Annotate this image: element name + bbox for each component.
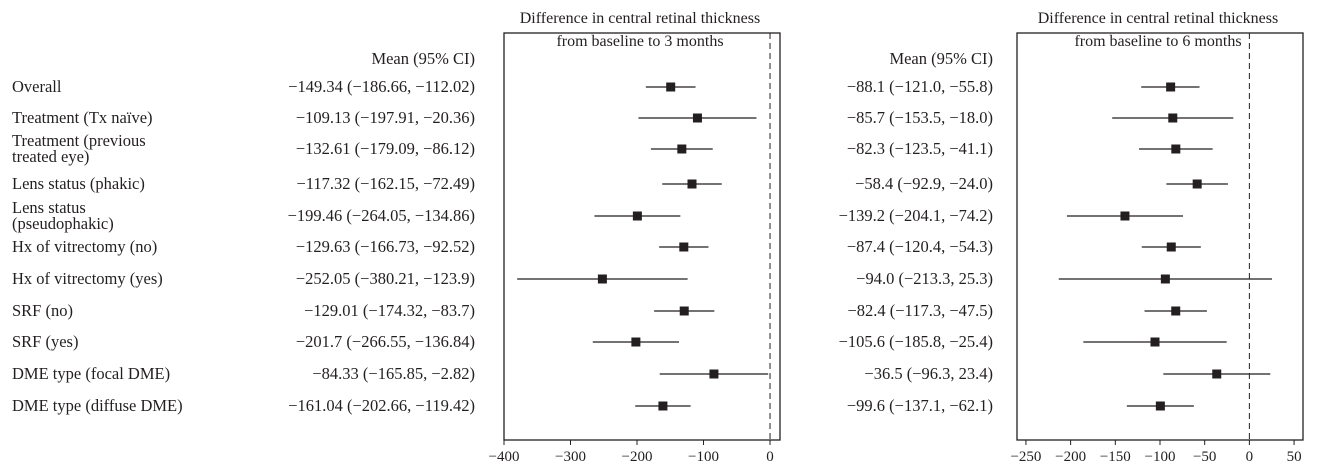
forest-panel-6-months: Difference in central retinal thickness f… <box>839 10 1304 465</box>
mean-marker <box>666 82 676 92</box>
subgroup-label: (pseudophakic) <box>12 214 114 233</box>
subgroup-label: DME type (diffuse DME) <box>12 396 183 415</box>
subgroup-labels: Overall Treatment (Tx naïve) Treatment (pr… <box>12 77 183 415</box>
ci-value-text: −129.63 (−166.73, −92.52) <box>296 237 475 256</box>
mean-marker <box>679 242 689 252</box>
x-tick-label: −100 <box>1145 449 1176 465</box>
mean-marker <box>1160 274 1170 284</box>
subgroup-label: DME type (focal DME) <box>12 364 170 383</box>
x-tick-label: −200 <box>1055 449 1086 465</box>
ci-value-text: −88.1 (−121.0, −55.8) <box>847 77 993 96</box>
ci-value-text: −105.6 (−185.8, −25.4) <box>839 332 993 351</box>
ci-value-text: −129.01 (−174.32, −83.7) <box>304 301 475 320</box>
mean-marker <box>677 144 687 154</box>
x-tick-label: −50 <box>1193 449 1216 465</box>
mean-marker <box>631 337 641 347</box>
ci-column-header: Mean (95% CI) <box>889 49 993 68</box>
mean-marker <box>597 274 607 284</box>
ci-value-text: −94.0 (−213.3, 25.3) <box>856 269 993 288</box>
ci-value-text: −82.3 (−123.5, −41.1) <box>847 139 993 158</box>
mean-marker <box>1171 306 1181 316</box>
x-tick-label: −200 <box>622 449 653 465</box>
ci-value-text: −87.4 (−120.4, −54.3) <box>847 237 993 256</box>
subgroup-label: SRF (no) <box>12 301 73 320</box>
mean-marker <box>687 179 697 189</box>
ci-value-text: −117.32 (−162.15, −72.49) <box>296 174 475 193</box>
panel-title: Difference in central retinal thickness <box>1038 10 1278 27</box>
ci-value-text: −252.05 (−380.21, −123.9) <box>296 269 475 288</box>
subgroup-label: Lens status (phakic) <box>12 174 145 193</box>
mean-marker <box>1192 179 1202 189</box>
ci-value-text: −58.4 (−92.9, −24.0) <box>855 174 993 193</box>
ci-value-text: −201.7 (−266.55, −136.84) <box>296 332 475 351</box>
ci-value-text: −149.34 (−186.66, −112.02) <box>288 77 475 96</box>
ci-column-header: Mean (95% CI) <box>371 49 475 68</box>
mean-marker <box>1166 82 1176 92</box>
mean-marker <box>1212 369 1222 379</box>
x-tick-label: −300 <box>555 449 586 465</box>
subgroup-label: Hx of vitrectomy (no) <box>12 237 157 256</box>
plot-frame <box>503 32 781 441</box>
x-tick-label: −400 <box>489 449 520 465</box>
subgroup-label: Lens status <box>12 198 86 217</box>
plot-frame <box>1016 32 1304 441</box>
subgroup-label: treated eye) <box>12 147 89 166</box>
mean-marker <box>1155 401 1165 411</box>
panel-title: from baseline to 6 months <box>1074 33 1241 50</box>
mean-marker <box>1166 242 1176 252</box>
mean-marker <box>1120 211 1130 221</box>
subgroup-label: SRF (yes) <box>12 332 78 351</box>
mean-marker <box>679 306 689 316</box>
forest-panel-3-months: Difference in central retinal thickness f… <box>288 10 781 465</box>
ci-value-text: −109.13 (−197.91, −20.36) <box>296 108 475 127</box>
mean-marker <box>632 211 642 221</box>
ci-value-text: −161.04 (−202.66, −119.42) <box>288 396 475 415</box>
subgroup-label: Treatment (Tx naïve) <box>12 108 153 127</box>
mean-marker <box>1150 337 1160 347</box>
ci-value-text: −199.46 (−264.05, −134.86) <box>288 206 475 225</box>
subgroup-label: Treatment (previous <box>12 131 146 150</box>
ci-value-text: −36.5 (−96.3, 23.4) <box>864 364 993 383</box>
x-tick-label: −150 <box>1100 449 1131 465</box>
x-tick-label: −250 <box>1010 449 1041 465</box>
ci-value-text: −139.2 (−204.1, −74.2) <box>839 206 993 225</box>
panel-title: from baseline to 3 months <box>556 33 723 50</box>
subgroup-label: Overall <box>12 77 62 96</box>
ci-value-text: −132.61 (−179.09, −86.12) <box>296 139 475 158</box>
ci-value-text: −84.33 (−165.85, −2.82) <box>312 364 475 383</box>
mean-marker <box>1171 144 1181 154</box>
subgroup-label: Hx of vitrectomy (yes) <box>12 269 163 288</box>
mean-marker <box>658 401 668 411</box>
mean-marker <box>1168 113 1178 123</box>
panel-title: Difference in central retinal thickness <box>520 10 760 27</box>
x-tick-label: −100 <box>688 449 719 465</box>
x-tick-label: 0 <box>1246 449 1254 465</box>
ci-value-text: −99.6 (−137.1, −62.1) <box>847 396 993 415</box>
x-tick-label: 0 <box>766 449 774 465</box>
mean-marker <box>692 113 702 123</box>
ci-value-text: −85.7 (−153.5, −18.0) <box>847 108 993 127</box>
x-tick-label: 50 <box>1287 449 1302 465</box>
ci-value-text: −82.4 (−117.3, −47.5) <box>847 301 993 320</box>
mean-marker <box>709 369 719 379</box>
